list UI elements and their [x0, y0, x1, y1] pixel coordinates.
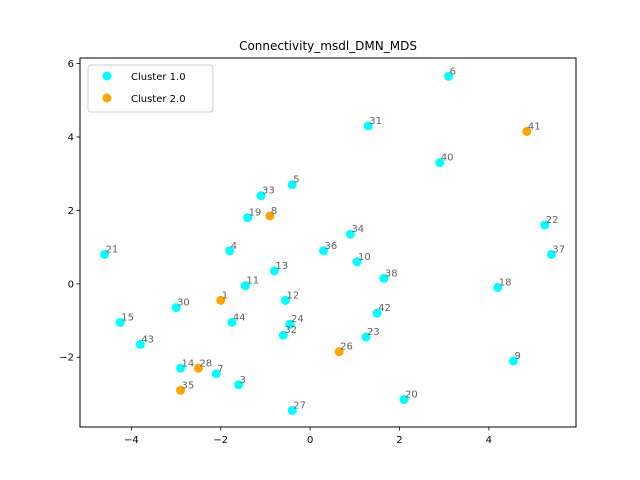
- point-label-31: 31: [369, 116, 382, 127]
- point-21: [100, 249, 110, 259]
- point-14: [176, 363, 186, 373]
- point-label-3: 3: [240, 375, 246, 386]
- y-tick-label: −2: [59, 353, 74, 364]
- point-11: [240, 281, 250, 291]
- point-label-18: 18: [499, 277, 512, 288]
- point-23: [361, 332, 371, 342]
- y-tick-label: 4: [68, 132, 74, 143]
- point-15: [115, 317, 125, 327]
- point-label-37: 37: [552, 244, 565, 255]
- point-13: [269, 266, 279, 276]
- point-6: [444, 71, 454, 81]
- point-38: [379, 273, 389, 283]
- x-tick-label: 2: [396, 435, 402, 446]
- point-7: [211, 369, 221, 379]
- point-label-11: 11: [246, 276, 259, 287]
- point-42: [372, 308, 382, 318]
- x-tick-label: −2: [213, 435, 228, 446]
- point-label-21: 21: [106, 244, 119, 255]
- x-tick-label: 4: [486, 435, 492, 446]
- y-tick-label: 2: [68, 206, 74, 217]
- point-22: [540, 220, 550, 230]
- point-label-14: 14: [182, 358, 195, 369]
- point-label-19: 19: [249, 208, 262, 219]
- point-label-32: 32: [284, 325, 297, 336]
- legend-box: [87, 64, 214, 113]
- point-24: [285, 319, 295, 329]
- point-label-40: 40: [441, 153, 454, 164]
- point-18: [493, 282, 503, 292]
- point-33: [256, 191, 266, 201]
- point-label-27: 27: [293, 400, 306, 411]
- point-1: [216, 295, 226, 305]
- point-3: [234, 380, 244, 390]
- point-label-42: 42: [378, 303, 391, 314]
- point-label-7: 7: [217, 364, 223, 375]
- chart-title: Connectivity_msdl_DMN_MDS: [239, 39, 417, 53]
- point-31: [363, 121, 373, 131]
- point-26: [334, 347, 344, 357]
- point-36: [319, 246, 329, 256]
- point-label-36: 36: [325, 241, 338, 252]
- point-label-22: 22: [546, 215, 559, 226]
- y-axis: −2 0 2 4 6: [59, 59, 80, 364]
- point-30: [171, 303, 181, 313]
- legend-marker-cluster-1: [102, 71, 112, 81]
- point-35: [176, 385, 186, 395]
- legend-marker-cluster-2: [102, 93, 112, 103]
- point-label-24: 24: [291, 314, 304, 325]
- point-19: [243, 213, 253, 223]
- point-label-12: 12: [287, 290, 300, 301]
- point-label-34: 34: [351, 224, 364, 235]
- point-37: [546, 249, 556, 259]
- point-34: [345, 229, 355, 239]
- point-label-38: 38: [385, 268, 398, 279]
- point-5: [287, 180, 297, 190]
- point-27: [287, 405, 297, 415]
- point-9: [508, 356, 518, 366]
- point-label-6: 6: [450, 66, 456, 77]
- y-tick-label: 0: [68, 279, 74, 290]
- point-44: [227, 317, 237, 327]
- point-label-23: 23: [367, 327, 380, 338]
- point-label-15: 15: [121, 312, 134, 323]
- x-axis: −4 −2 0 2 4: [124, 427, 492, 446]
- point-12: [281, 295, 291, 305]
- point-label-28: 28: [199, 358, 212, 369]
- point-label-4: 4: [231, 241, 237, 252]
- point-label-10: 10: [358, 252, 371, 263]
- point-43: [135, 339, 145, 349]
- point-label-43: 43: [141, 334, 154, 345]
- legend-label-cluster-2: Cluster 2.0: [131, 94, 186, 105]
- x-tick-label: 0: [307, 435, 313, 446]
- point-label-20: 20: [405, 389, 418, 400]
- point-4: [225, 246, 235, 256]
- legend: Cluster 1.0 Cluster 2.0: [87, 64, 214, 113]
- point-label-9: 9: [514, 351, 520, 362]
- point-label-26: 26: [340, 342, 353, 353]
- y-tick-label: 6: [68, 59, 74, 70]
- point-label-35: 35: [182, 380, 195, 391]
- point-41: [522, 126, 532, 136]
- point-32: [278, 330, 288, 340]
- point-label-33: 33: [262, 186, 275, 197]
- legend-label-cluster-1: Cluster 1.0: [131, 72, 186, 83]
- point-label-8: 8: [271, 206, 277, 217]
- point-label-44: 44: [233, 312, 246, 323]
- point-label-5: 5: [293, 175, 299, 186]
- point-label-41: 41: [528, 121, 541, 132]
- point-label-30: 30: [177, 298, 190, 309]
- point-10: [352, 257, 362, 267]
- x-tick-label: −4: [124, 435, 139, 446]
- point-28: [193, 363, 203, 373]
- point-40: [435, 158, 445, 168]
- point-8: [265, 211, 275, 221]
- plot-frame: [79, 57, 577, 428]
- point-label-13: 13: [275, 261, 288, 272]
- point-20: [399, 394, 409, 404]
- point-label-1: 1: [222, 290, 228, 301]
